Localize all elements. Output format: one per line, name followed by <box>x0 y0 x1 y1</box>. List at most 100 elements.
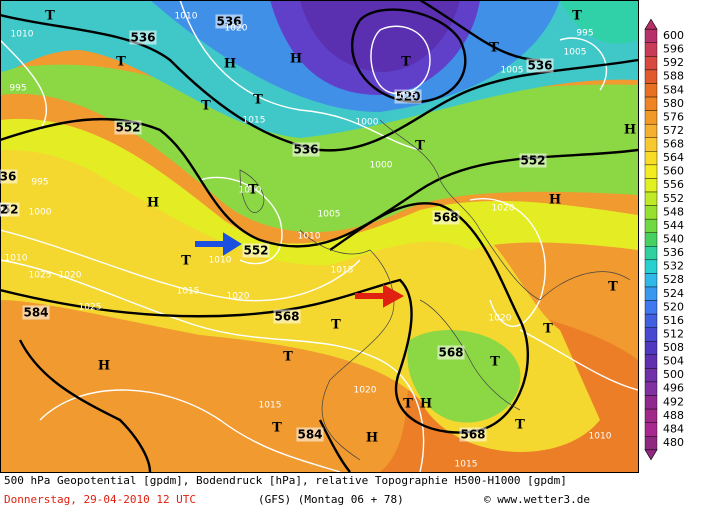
legend-swatch <box>644 381 658 396</box>
legend-label: 536 <box>663 246 684 259</box>
pressure-center: T <box>283 350 293 365</box>
pressure-label: 1020 <box>59 271 82 281</box>
legend-label: 508 <box>663 341 684 354</box>
pressure-center: T <box>608 280 618 295</box>
contour-label-bg <box>526 58 554 73</box>
pressure-center: H <box>420 397 432 412</box>
legend-swatch <box>644 137 658 152</box>
pressure-label: 1000 <box>239 186 262 196</box>
legend-label: 492 <box>663 395 684 408</box>
legend-swatch <box>644 341 658 356</box>
pressure-label: 1015 <box>394 92 417 102</box>
pressure-center: T <box>201 99 211 114</box>
legend-label: 504 <box>663 355 684 368</box>
legend-swatch <box>644 395 658 410</box>
legend-swatch <box>644 218 658 233</box>
legend-swatch <box>644 56 658 71</box>
contour-label-bg <box>519 153 547 168</box>
contour-label-bg <box>437 345 465 360</box>
legend-swatch <box>644 273 658 288</box>
legend-label: 496 <box>663 382 684 395</box>
legend-swatch <box>644 42 658 57</box>
pressure-center: T <box>543 322 553 337</box>
pressure-label: 1025 <box>79 303 102 313</box>
legend-swatch <box>644 164 658 179</box>
legend-swatch <box>644 29 658 43</box>
legend-swatch <box>644 83 658 98</box>
legend-label: 600 <box>663 29 684 42</box>
legend-swatch <box>644 96 658 111</box>
contour-label: 520 <box>395 90 420 104</box>
pressure-label: 1020 <box>489 314 512 324</box>
coastlines <box>239 119 631 461</box>
legend-label: 556 <box>663 178 684 191</box>
geopotential-contours <box>0 0 638 472</box>
legend-label: 588 <box>663 70 684 83</box>
pressure-label: 1000 <box>29 208 52 218</box>
pressure-center: T <box>401 55 411 70</box>
contour-label: 536 <box>293 143 318 157</box>
legend-swatch <box>644 151 658 166</box>
contour-label-bg <box>273 309 301 324</box>
map-labels: 5365365365365205525525525525685685685685… <box>0 9 636 470</box>
legend-swatch <box>644 110 658 125</box>
pressure-center: T <box>403 397 413 412</box>
legend-swatch <box>644 191 658 206</box>
pressure-center: H <box>224 57 236 72</box>
contour-label-bg <box>114 120 142 135</box>
legend-label: 572 <box>663 124 684 137</box>
legend-label: 528 <box>663 273 684 286</box>
pressure-label: 995 <box>31 178 48 188</box>
pressure-center: T <box>253 93 263 108</box>
contour-label: 568 <box>433 211 458 225</box>
legend-swatch <box>644 408 658 423</box>
contour-label: 552 <box>243 244 268 258</box>
legend-swatch <box>644 232 658 247</box>
pressure-center: T <box>45 9 55 24</box>
pressure-center: T <box>181 254 191 269</box>
legend-label: 552 <box>663 192 684 205</box>
legend-swatch <box>644 368 658 383</box>
legend-label: 596 <box>663 43 684 56</box>
contour-label-bg <box>0 169 18 184</box>
contour-label-bg <box>432 210 460 225</box>
pressure-center: H <box>549 193 561 208</box>
footer-model: (GFS) (Montag 06 + 78) <box>258 493 404 506</box>
legend-swatch <box>644 354 658 369</box>
contour-label-bg <box>459 427 487 442</box>
pressure-label: 1015 <box>177 287 200 297</box>
pressure-label: 1000 <box>370 161 393 171</box>
pressure-center: T <box>116 55 126 70</box>
contour-label: 552 <box>115 121 140 135</box>
contour-label: 552 <box>520 154 545 168</box>
pressure-label: 1005 <box>501 66 524 76</box>
pressure-center: T <box>489 41 499 56</box>
pressure-center: H <box>366 431 378 446</box>
pressure-center: H <box>98 359 110 374</box>
legend-label: 568 <box>663 138 684 151</box>
legend-swatch <box>644 246 658 261</box>
legend-swatch <box>644 300 658 315</box>
pressure-label: 1005 <box>318 210 341 220</box>
footer-description: 500 hPa Geopotential [gpdm], Bodendruck … <box>4 474 567 487</box>
pressure-label: 1015 <box>259 401 282 411</box>
pressure-center: T <box>572 9 582 24</box>
legend-label: 544 <box>663 219 684 232</box>
contour-label: 568 <box>460 428 485 442</box>
pressure-label: 1015 <box>331 266 354 276</box>
footer-date: Donnerstag, 29-04-2010 12 UTC <box>4 493 196 506</box>
legend-label: 540 <box>663 233 684 246</box>
pressure-label: 1025 <box>29 271 52 281</box>
contour-label-bg <box>296 427 324 442</box>
pressure-label: 1010 <box>209 256 232 266</box>
pressure-center: T <box>515 418 525 433</box>
pressure-center: T <box>248 183 258 198</box>
pressure-label: 1010 <box>11 30 34 40</box>
contour-label-bg <box>215 14 243 29</box>
contour-label: 568 <box>438 346 463 360</box>
legend-label: 480 <box>663 436 684 449</box>
contour-label: 584 <box>23 306 48 320</box>
pressure-label: 1020 <box>354 386 377 396</box>
legend-swatch <box>644 313 658 328</box>
contour-label-bg <box>22 305 50 320</box>
